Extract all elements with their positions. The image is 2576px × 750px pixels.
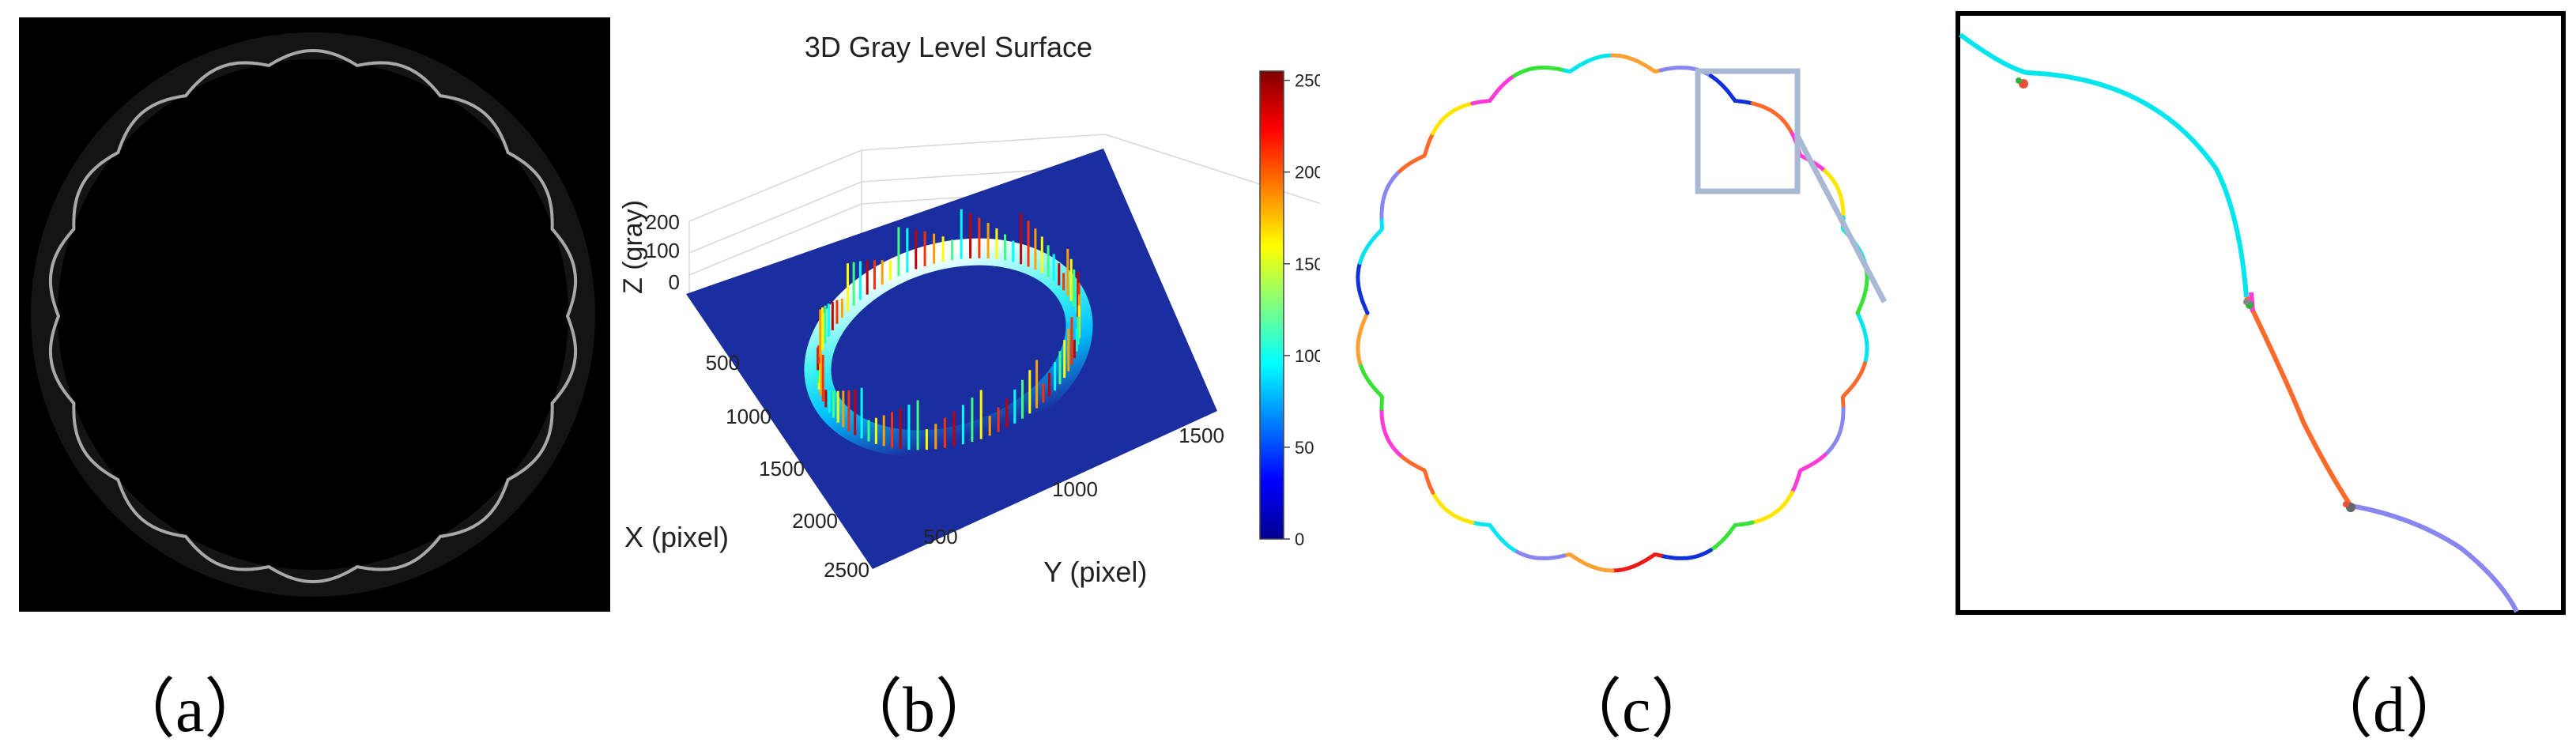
y-ticks: 500 1000 1500	[923, 424, 1224, 548]
contour-segment	[1855, 311, 1869, 365]
contour-segment	[1823, 406, 1846, 458]
x-tick-1500: 1500	[759, 457, 805, 481]
contour-segment	[1750, 101, 1794, 136]
colorbar-ticks: 0 50 100 150 200 250	[1284, 71, 1320, 549]
contour-segment	[1379, 168, 1402, 220]
z-tick-100: 100	[646, 239, 680, 262]
contour-segment	[1708, 520, 1755, 552]
colorbar-tick-label: 100	[1295, 346, 1320, 366]
y-tick-500: 500	[923, 525, 957, 548]
contour-segment	[1397, 453, 1435, 495]
x-ticks: 500 1000 1500 2000 2500	[706, 351, 869, 582]
colored-contour-segments	[1356, 53, 1869, 573]
contour-segment	[1358, 215, 1385, 265]
y-axis-label: Y (pixel)	[1043, 556, 1147, 588]
panel-d-zoom-detail	[1956, 11, 2566, 615]
caption-b: （b）	[838, 673, 1001, 745]
surface-base-plane	[686, 149, 1217, 569]
panel-a-grayscale-image	[19, 17, 610, 612]
zoom-frame	[1956, 11, 2566, 615]
contour-segment	[1750, 490, 1794, 525]
contour-segment	[1823, 168, 1846, 220]
contour-segment	[1790, 453, 1827, 495]
cyan-segment	[1959, 32, 2249, 298]
colorbar-tick-label: 150	[1295, 254, 1320, 274]
junction-markers	[2016, 77, 2355, 512]
black-background	[19, 17, 610, 612]
contour-segment	[1708, 73, 1755, 106]
z-axis-label: Z (gray)	[618, 200, 648, 294]
contour-segment	[1610, 552, 1663, 573]
purple-segment	[2350, 503, 2519, 613]
contour-segment	[1470, 73, 1517, 106]
chart-title: 3D Gray Level Surface	[805, 31, 1092, 63]
contour-segment	[1431, 490, 1475, 525]
z-tick-0: 0	[669, 270, 680, 294]
x-tick-2000: 2000	[792, 509, 838, 533]
contour-segment	[1562, 552, 1615, 573]
zoom-box	[1695, 68, 1801, 194]
colorbar-tick-label: 50	[1295, 438, 1314, 458]
x-tick-2500: 2500	[824, 558, 869, 582]
bright-ring-contour	[48, 48, 578, 584]
colorbar-tick-label: 200	[1295, 163, 1320, 183]
contour-segment	[1840, 361, 1867, 411]
panel-c-segmented-contour	[1344, 16, 1929, 616]
contour-segment	[1562, 53, 1615, 73]
contour-segment	[1356, 261, 1370, 315]
x-axis-label: X (pixel)	[624, 521, 729, 553]
caption-a: （a）	[111, 673, 270, 745]
contour-segment	[1397, 131, 1435, 173]
colorbar-tick-label: 0	[1295, 530, 1304, 549]
contour-segment	[1512, 548, 1567, 560]
y-tick-1000: 1000	[1052, 477, 1098, 501]
ring-spikes	[817, 209, 1081, 450]
junction-marker	[2343, 501, 2349, 507]
caption-c: （c）	[1557, 673, 1716, 745]
z-ticks: 200 100 0	[646, 210, 680, 294]
contour-segment	[1512, 66, 1567, 78]
contour-segment	[1379, 406, 1402, 458]
junction-marker	[2016, 77, 2022, 84]
panel-b-3d-surface-chart: 3D Gray Level Surface 200 100 0 Z (gray)…	[601, 16, 1320, 616]
zoom-connector-line	[1794, 134, 1888, 303]
orange-segment	[2244, 296, 2353, 507]
junction-marker	[2243, 299, 2250, 305]
contour-segment	[1431, 101, 1475, 136]
caption-d: （d）	[2308, 673, 2471, 745]
colorbar	[1259, 70, 1284, 540]
contour-segment	[1356, 311, 1370, 365]
x-tick-1000: 1000	[726, 405, 771, 428]
contour-segment	[1470, 520, 1517, 552]
z-tick-200: 200	[646, 210, 680, 234]
contour-segment	[1610, 53, 1663, 73]
y-tick-1500: 1500	[1179, 424, 1224, 447]
contour-segment	[1358, 361, 1385, 411]
x-tick-500: 500	[706, 351, 740, 375]
contour-segment	[1658, 548, 1713, 560]
colorbar-tick-label: 250	[1295, 71, 1320, 91]
